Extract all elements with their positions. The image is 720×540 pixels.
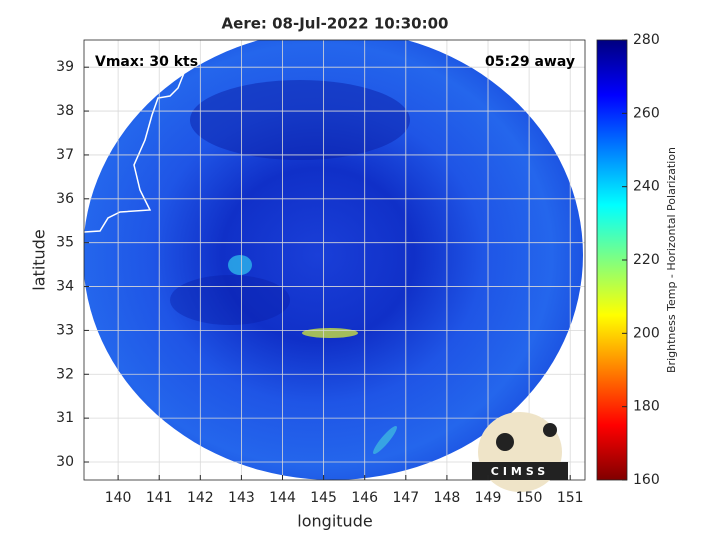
logo-icon	[496, 433, 514, 451]
colorbar-tick-label: 200	[633, 325, 660, 341]
y-axis-label: latitude	[30, 229, 49, 290]
y-tick-label: 37	[56, 147, 74, 163]
x-tick-label: 149	[475, 490, 502, 506]
swath-feature	[170, 275, 290, 325]
x-tick-label: 151	[557, 490, 584, 506]
colorbar-tick-label: 240	[633, 179, 660, 195]
swath-feature	[190, 80, 410, 160]
y-tick-label: 32	[56, 366, 74, 382]
colorbar-tick-label: 160	[633, 472, 660, 488]
colorbar-tick-label: 280	[633, 32, 660, 48]
chart-title: Aere: 08-Jul-2022 10:30:00	[222, 15, 449, 33]
plot-area	[84, 40, 583, 480]
x-tick-label: 143	[228, 490, 255, 506]
annotation: 05:29 away	[485, 54, 575, 70]
colorbar-label: Brightness Temp - Horizontal Polarizatio…	[665, 147, 678, 373]
y-tick-label: 35	[56, 235, 74, 251]
y-tick-label: 39	[56, 59, 74, 75]
y-tick-label: 38	[56, 103, 74, 119]
y-tick-label: 36	[56, 191, 74, 207]
y-tick-label: 31	[56, 410, 74, 426]
x-tick-label: 150	[516, 490, 543, 506]
x-tick-label: 145	[310, 490, 337, 506]
x-tick-label: 142	[187, 490, 214, 506]
y-tick-label: 30	[56, 454, 74, 470]
plot-frame	[83, 39, 586, 481]
logo-icon	[543, 423, 557, 437]
annotation: Vmax: 30 kts	[95, 54, 198, 70]
colorbar-tick-label: 220	[633, 252, 660, 268]
swath-feature	[373, 425, 397, 455]
x-tick-label: 140	[105, 490, 132, 506]
logo: CIMSS	[472, 412, 568, 492]
y-tick-label: 33	[56, 322, 74, 338]
x-tick-label: 147	[392, 490, 419, 506]
coastline	[84, 40, 197, 233]
y-tick-label: 34	[56, 279, 74, 295]
swath-image	[84, 40, 583, 480]
swath-feature	[302, 328, 358, 338]
x-tick-label: 141	[146, 490, 173, 506]
x-axis-label: longitude	[297, 512, 372, 531]
coastline	[84, 40, 98, 109]
logo-band	[472, 462, 568, 480]
colorbar-tick-label: 260	[633, 105, 660, 121]
logo-text: CIMSS	[491, 465, 549, 478]
x-tick-label: 144	[269, 490, 296, 506]
colorbar-tick-label: 180	[633, 399, 660, 415]
x-tick-label: 146	[351, 490, 378, 506]
swath-feature	[228, 255, 252, 275]
x-tick-label: 148	[434, 490, 461, 506]
